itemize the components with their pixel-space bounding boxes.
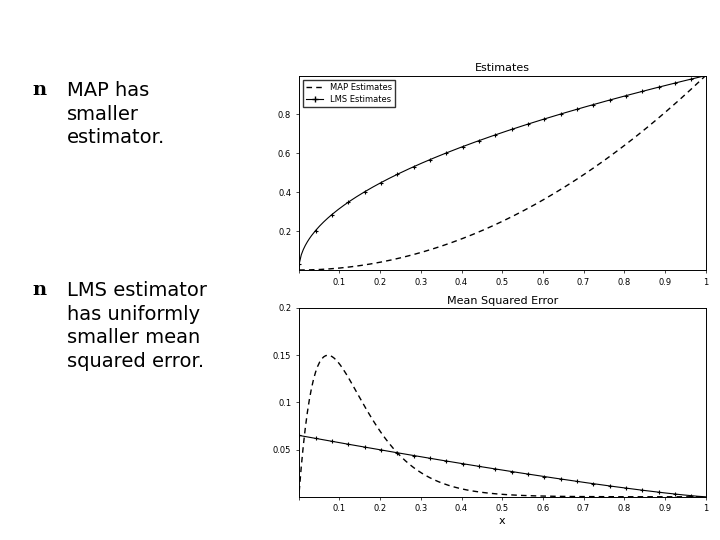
- X-axis label: x: x: [499, 516, 505, 526]
- Text: MAP has
smaller
estimator.: MAP has smaller estimator.: [67, 81, 165, 147]
- Legend: MAP Estimates, LMS Estimates: MAP Estimates, LMS Estimates: [303, 80, 395, 107]
- Text: n: n: [32, 281, 46, 299]
- Title: Mean Squared Error: Mean Squared Error: [446, 295, 558, 306]
- Title: Estimates: Estimates: [474, 63, 530, 73]
- Text: LMS estimator
has uniformly
smaller mean
squared error.: LMS estimator has uniformly smaller mean…: [67, 281, 207, 371]
- Text: n: n: [32, 81, 46, 99]
